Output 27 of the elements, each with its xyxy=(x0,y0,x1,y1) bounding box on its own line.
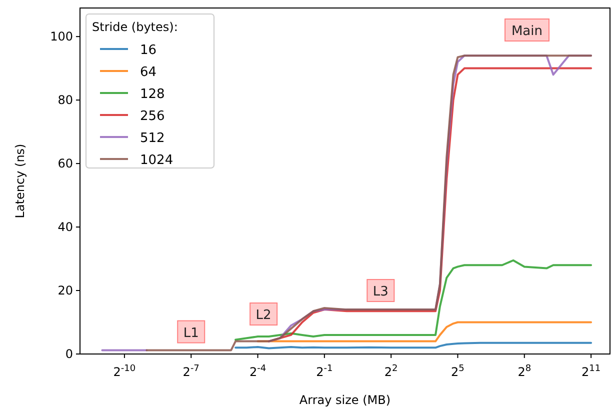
x-tick-label: 2$^{-10}$ xyxy=(113,364,136,379)
annotation: L2 xyxy=(256,308,272,324)
annotation: L1 xyxy=(183,326,199,341)
x-tick-label: 2$^{-1}$ xyxy=(316,364,333,379)
annotation: Main xyxy=(511,24,543,39)
y-tick-label: 0 xyxy=(65,347,73,361)
x-tick-label: 2$^{2}$ xyxy=(384,364,398,379)
x-tick-label: 2$^{-7}$ xyxy=(182,364,200,379)
legend-label: 128 xyxy=(140,87,165,102)
x-tick-label: 2$^{11}$ xyxy=(581,364,601,379)
x-tick-label: 2$^{8}$ xyxy=(518,364,532,379)
y-tick-label: 20 xyxy=(58,284,73,298)
legend-label: 16 xyxy=(140,43,157,58)
y-tick-label: 80 xyxy=(58,93,73,108)
x-axis-title: Array size (MB) xyxy=(299,393,391,407)
legend-label: 512 xyxy=(140,131,165,146)
annotation: L3 xyxy=(372,284,388,300)
legend-label: 256 xyxy=(140,109,165,124)
x-tick-label: 2$^{-4}$ xyxy=(249,364,266,379)
y-tick-label: 40 xyxy=(58,220,73,234)
legend-label: 64 xyxy=(140,65,157,80)
y-axis-title: Latency (ns) xyxy=(13,144,27,218)
legend-title: Stride (bytes): xyxy=(92,20,178,34)
legend-label: 1024 xyxy=(140,153,174,168)
x-tick-label: 2$^{5}$ xyxy=(451,364,464,379)
y-tick-label: 100 xyxy=(50,30,73,44)
y-tick-label: 60 xyxy=(58,156,73,171)
